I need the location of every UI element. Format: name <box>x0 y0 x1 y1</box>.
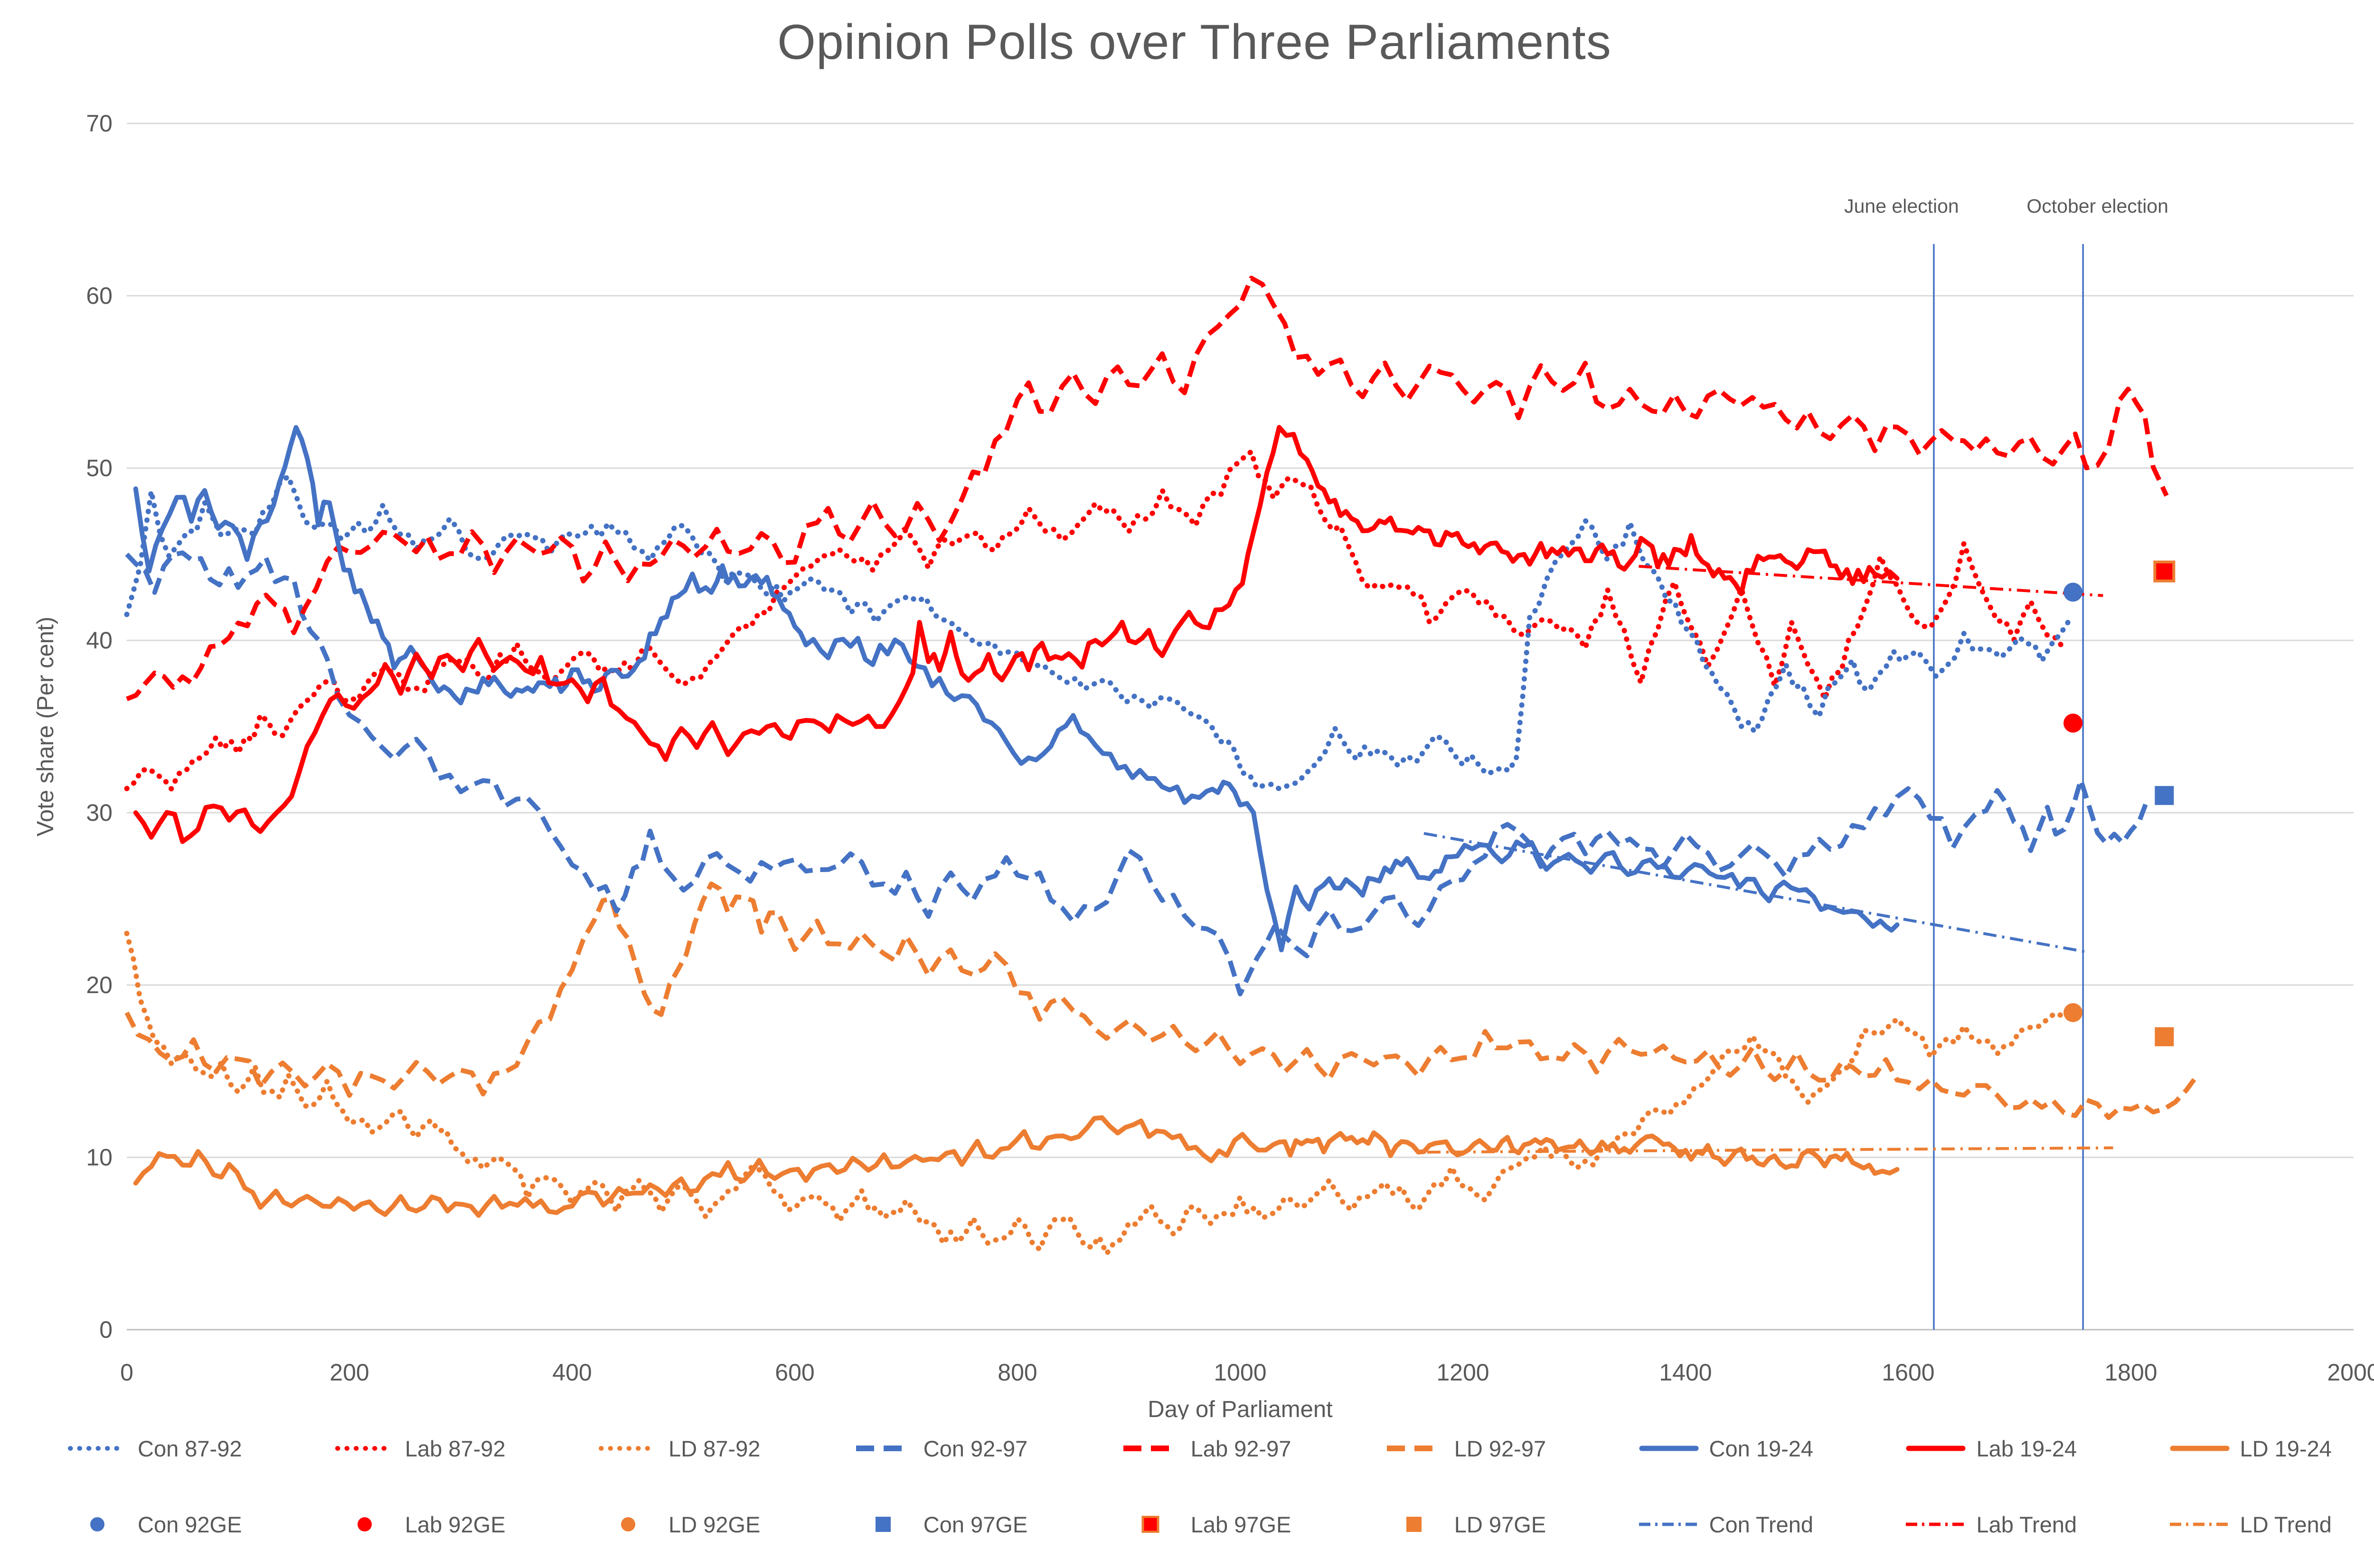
annotation-october-election: October election <box>2026 195 2168 217</box>
lab-87-92-swatch-icon <box>335 1446 394 1451</box>
legend-label: Lab 87-92 <box>405 1436 506 1461</box>
x-axis-tick-1800: 1800 <box>2104 1359 2157 1386</box>
con-87-92-swatch-icon <box>68 1446 127 1451</box>
y-axis-tick-60: 60 <box>86 282 113 309</box>
x-axis-tick-2000: 2000 <box>2327 1359 2374 1386</box>
y-axis-tick-70: 70 <box>86 110 113 137</box>
legend-label: LD 19-24 <box>2240 1436 2332 1461</box>
legend-label: Lab 92-97 <box>1190 1436 1291 1461</box>
legend-row-1: Con 87-92 Lab 87-92 LD 87-92 Con 92-97 Lab 9… <box>66 1422 2332 1474</box>
x-axis-tick-400: 400 <box>552 1359 592 1386</box>
legend-item-ld-97ge: LD 97GE <box>1383 1512 1546 1538</box>
legend-label: LD 97GE <box>1454 1512 1546 1537</box>
legend-label: Con 97GE <box>923 1512 1028 1537</box>
x-axis-tick-1000: 1000 <box>1214 1359 1266 1386</box>
y-axis-tick-10: 10 <box>86 1144 113 1171</box>
legend-label: Lab Trend <box>1976 1512 2077 1537</box>
con-97ge-swatch-icon <box>875 1517 891 1532</box>
x-axis-tick-200: 200 <box>330 1359 369 1386</box>
lab-97ge-swatch-icon <box>1141 1516 1159 1533</box>
legend-label: Con 87-92 <box>138 1436 242 1461</box>
marker-lab-92ge <box>2063 714 2083 733</box>
series-ld-92-97-line <box>124 881 2200 1120</box>
y-axis-tick-0: 0 <box>99 1316 113 1343</box>
legend-item-lab-92ge: Lab 92GE <box>334 1512 506 1538</box>
y-axis-title: Vote share (Per cent) <box>33 617 58 836</box>
con-trend-swatch-icon <box>1639 1522 1699 1526</box>
legend-label: Con 92GE <box>138 1512 242 1537</box>
legend-item-con-92ge: Con 92GE <box>66 1512 242 1538</box>
x-axis-title: Day of Parliament <box>1148 1397 1333 1419</box>
y-axis-tick-40: 40 <box>86 627 113 654</box>
series-con-87-92-line <box>124 474 2073 791</box>
marker-lab-97ge <box>2153 560 2176 582</box>
chart-title: Opinion Polls over Three Parliaments <box>777 15 1611 70</box>
legend-item-con-trend: Con Trend <box>1638 1512 1813 1538</box>
ld-trend-swatch-icon <box>2169 1522 2230 1526</box>
legend-label: Con Trend <box>1709 1512 1814 1537</box>
legend-label: LD 92GE <box>669 1512 761 1537</box>
legend-item-con-19-24: Con 19-24 <box>1638 1436 1814 1462</box>
series-con-trend-line <box>1423 832 2089 954</box>
ld-87-92-swatch-icon <box>599 1446 658 1451</box>
series-lab-19-24-line <box>133 425 1900 844</box>
ld-97ge-swatch-icon <box>1406 1517 1422 1532</box>
x-axis-tick-800: 800 <box>998 1359 1037 1386</box>
legend-item-ld-87-92: LD 87-92 <box>597 1436 760 1462</box>
x-axis-tick-1600: 1600 <box>1882 1359 1934 1386</box>
lab-92-97-swatch-icon <box>1123 1446 1176 1451</box>
ld-92ge-swatch-icon <box>621 1517 636 1531</box>
legend-item-ld-trend: LD Trend <box>2169 1512 2332 1538</box>
ld-92-97-swatch-icon <box>1386 1446 1439 1451</box>
lab-trend-swatch-icon <box>1906 1522 1966 1526</box>
legend-row-2: Con 92GE Lab 92GE LD 92GE Con 97GE Lab 97GE L… <box>66 1498 2332 1550</box>
legend-item-con-92-97: Con 92-97 <box>852 1436 1028 1462</box>
con-92ge-swatch-icon <box>90 1517 104 1531</box>
x-axis-tick-1400: 1400 <box>1659 1359 1712 1386</box>
y-axis-tick-50: 50 <box>86 455 113 481</box>
legend-label: Lab 19-24 <box>1976 1436 2077 1461</box>
legend-label: LD 92-97 <box>1454 1436 1546 1461</box>
legend-item-lab-87-92: Lab 87-92 <box>334 1436 506 1462</box>
x-axis-tick-600: 600 <box>775 1359 814 1386</box>
legend-item-con-97ge: Con 97GE <box>852 1512 1027 1538</box>
legend-label: Lab 97GE <box>1190 1512 1291 1537</box>
y-axis-tick-20: 20 <box>86 972 113 998</box>
legend-label: Lab 92GE <box>405 1512 506 1537</box>
ld-19-24-swatch-icon <box>2170 1446 2230 1451</box>
series-ld-trend-line <box>1427 1146 2113 1154</box>
con-19-24-swatch-icon <box>1639 1446 1699 1451</box>
lab-92ge-swatch-icon <box>357 1517 372 1531</box>
series-con-92-97-line <box>125 550 2150 996</box>
legend-item-ld-19-24: LD 19-24 <box>2169 1436 2332 1462</box>
legend-label: Con 19-24 <box>1709 1436 1814 1461</box>
legend-item-ld-92ge: LD 92GE <box>597 1512 760 1538</box>
series-lab-trend-line <box>1639 564 2103 597</box>
legend-item-lab-19-24: Lab 19-24 <box>1905 1436 2077 1462</box>
marker-ld-97ge <box>2155 1027 2174 1046</box>
con-92-97-swatch-icon <box>856 1446 908 1451</box>
legend-item-ld-92-97: LD 92-97 <box>1383 1436 1546 1462</box>
x-axis-tick-1200: 1200 <box>1436 1359 1489 1386</box>
marker-ld-92ge <box>2063 1003 2083 1023</box>
series-ld-87-92-line <box>124 930 2073 1257</box>
legend-label: LD Trend <box>2240 1512 2332 1537</box>
legend-item-lab-92-97: Lab 92-97 <box>1120 1436 1291 1462</box>
marker-con-97ge <box>2155 786 2174 805</box>
gridlines <box>127 122 2354 1331</box>
legend-item-con-87-92: Con 87-92 <box>66 1436 242 1462</box>
series-ld-19-24-line <box>133 1115 1900 1218</box>
legend-label: Con 92-97 <box>923 1436 1028 1461</box>
legend-item-lab-trend: Lab Trend <box>1905 1512 2077 1538</box>
plot-area: 0 10 20 30 40 50 60 70 0 200 400 600 800 1000 1200 1400… <box>33 110 2374 1419</box>
y-axis-tick-30: 30 <box>86 799 113 826</box>
series-lab-92-97-line <box>126 275 2169 702</box>
marker-con-92ge <box>2063 582 2083 602</box>
annotation-june-election: June election <box>1844 195 1959 217</box>
legend-label: LD 87-92 <box>669 1436 761 1461</box>
x-axis-tick-0: 0 <box>120 1359 133 1386</box>
lab-19-24-swatch-icon <box>1906 1446 1966 1451</box>
legend-item-lab-97ge: Lab 97GE <box>1120 1512 1291 1538</box>
